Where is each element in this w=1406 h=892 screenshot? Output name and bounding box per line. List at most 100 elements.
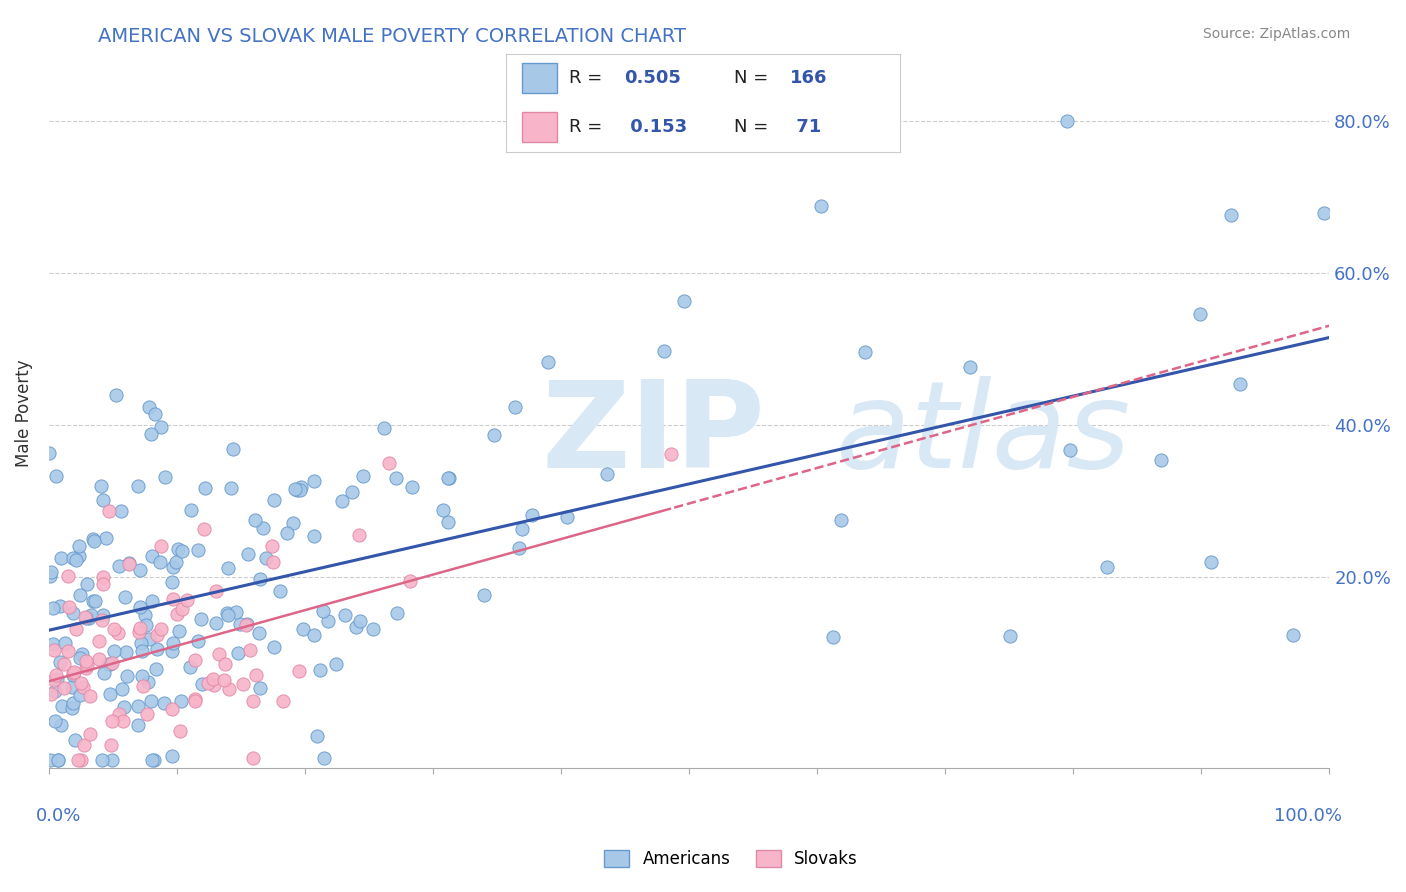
Text: R =: R = xyxy=(569,69,609,87)
Point xyxy=(65,622,87,636)
Point xyxy=(1095,560,1118,574)
Point xyxy=(44,714,66,728)
Point xyxy=(208,647,231,661)
Point xyxy=(103,644,125,658)
Point xyxy=(309,663,332,677)
Point xyxy=(48,753,70,767)
Point xyxy=(352,469,374,483)
Point xyxy=(288,664,311,678)
Point xyxy=(45,668,67,682)
Point xyxy=(76,658,98,673)
Point xyxy=(236,547,259,561)
Point xyxy=(269,584,291,599)
Point xyxy=(333,607,356,622)
Point xyxy=(290,480,312,494)
Point xyxy=(45,469,67,483)
Point xyxy=(823,630,845,644)
Point xyxy=(138,400,160,414)
Point xyxy=(302,474,325,488)
Point xyxy=(97,657,120,671)
Point xyxy=(190,677,212,691)
Point xyxy=(62,606,84,620)
Point xyxy=(212,673,235,687)
Point xyxy=(110,504,132,518)
Point xyxy=(118,556,141,570)
Point xyxy=(304,628,326,642)
Point xyxy=(70,647,93,661)
Point xyxy=(104,388,127,402)
Point xyxy=(652,343,675,358)
Point xyxy=(176,593,198,607)
Point xyxy=(82,532,104,546)
Point xyxy=(276,525,298,540)
Point xyxy=(284,483,307,497)
Point xyxy=(1150,452,1173,467)
Point xyxy=(197,676,219,690)
Point xyxy=(97,504,120,518)
Point xyxy=(145,662,167,676)
Point xyxy=(1282,628,1305,642)
Point xyxy=(160,574,183,589)
Point xyxy=(349,614,371,628)
Point xyxy=(160,644,183,658)
Point xyxy=(65,733,87,747)
Point xyxy=(170,544,193,558)
Point xyxy=(183,691,205,706)
Point xyxy=(260,539,283,553)
Point xyxy=(325,657,347,671)
Point xyxy=(226,647,249,661)
Point xyxy=(38,446,60,460)
Point xyxy=(1056,113,1078,128)
Point xyxy=(131,668,153,682)
Point xyxy=(69,650,91,665)
Point xyxy=(166,542,188,557)
Point xyxy=(285,483,308,498)
Point xyxy=(596,467,619,481)
Point xyxy=(128,600,150,615)
Point xyxy=(108,706,131,721)
Point xyxy=(281,516,304,530)
Point xyxy=(87,652,110,666)
Point xyxy=(205,615,228,630)
Point xyxy=(75,661,97,675)
Point xyxy=(135,617,157,632)
Point xyxy=(170,694,193,708)
Point xyxy=(150,419,173,434)
Bar xyxy=(522,112,557,142)
Text: R =: R = xyxy=(569,118,609,136)
Point xyxy=(93,666,115,681)
Point xyxy=(1201,555,1223,569)
Point xyxy=(149,555,172,569)
Point xyxy=(141,753,163,767)
Point xyxy=(160,701,183,715)
Point xyxy=(853,345,876,359)
Point xyxy=(312,751,335,765)
Point xyxy=(53,636,76,650)
Point xyxy=(959,359,981,374)
Point xyxy=(101,714,124,729)
Text: 0.505: 0.505 xyxy=(624,69,681,87)
Point xyxy=(73,738,96,752)
Point xyxy=(87,633,110,648)
Point xyxy=(111,681,134,696)
Point xyxy=(830,513,852,527)
Point xyxy=(170,602,193,616)
Point xyxy=(127,718,149,732)
Point xyxy=(51,550,73,565)
Point xyxy=(217,608,239,623)
Point xyxy=(340,485,363,500)
Point xyxy=(398,574,420,589)
Point xyxy=(252,521,274,535)
Point xyxy=(141,549,163,564)
Point xyxy=(90,613,112,627)
Point xyxy=(129,563,152,577)
Point xyxy=(401,480,423,494)
Point xyxy=(165,555,187,569)
Y-axis label: Male Poverty: Male Poverty xyxy=(15,359,32,467)
Point xyxy=(91,753,114,767)
Point xyxy=(127,478,149,492)
Point xyxy=(51,698,73,713)
Point xyxy=(79,689,101,703)
Point xyxy=(1229,377,1251,392)
Point xyxy=(80,608,103,623)
